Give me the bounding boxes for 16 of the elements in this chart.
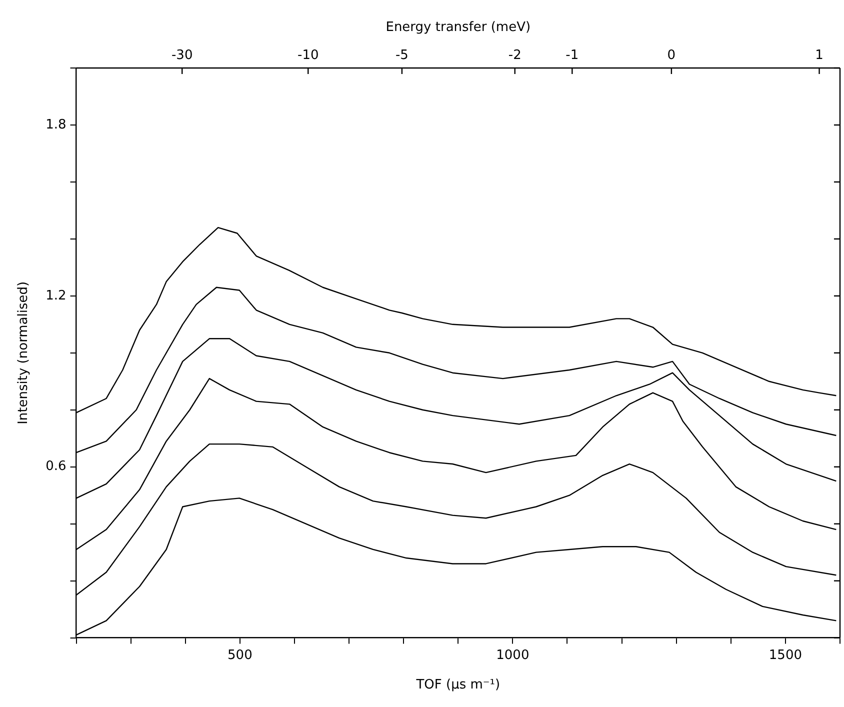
x-tick-label: 1500 [768, 648, 802, 663]
annotation: -5 [395, 48, 408, 63]
x-tick-label: 500 [228, 648, 252, 663]
x-tick-label: 1000 [496, 648, 530, 663]
annotation: -2 [508, 48, 522, 63]
annotation: 1 [815, 48, 824, 63]
y-tick-label: 0.6 [46, 459, 66, 474]
x-axis-title: TOF (μs m⁻¹) [415, 678, 500, 693]
annotation: -1 [566, 48, 579, 63]
annotation: -30 [171, 48, 193, 63]
y-axis-title: Intensity (normalised) [16, 281, 32, 424]
text: Energy transfer (meV) [386, 20, 531, 35]
y-tick-label: 1.8 [46, 117, 66, 132]
y-tick-label: 1.2 [46, 288, 66, 304]
annotation: 0 [667, 48, 676, 63]
annotation: -10 [298, 48, 319, 63]
